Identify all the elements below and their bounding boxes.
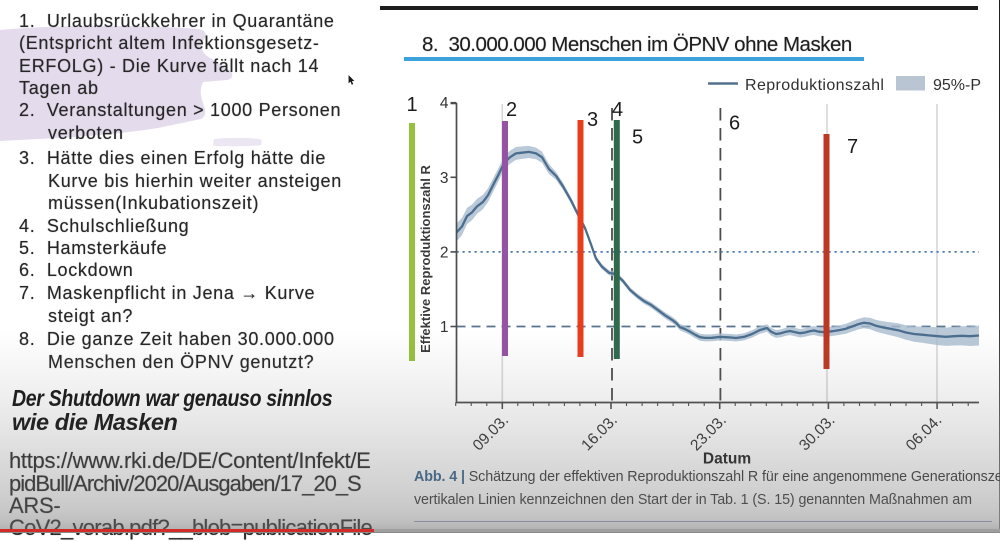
svg-text:2: 2 (440, 244, 449, 261)
svg-text:4: 4 (440, 95, 449, 112)
svg-text:1: 1 (407, 94, 418, 116)
svg-text:95%-P: 95%-P (933, 77, 981, 94)
svg-text:Reproduktionszahl: Reproduktionszahl (745, 77, 884, 94)
svg-text:7: 7 (847, 136, 858, 158)
svg-text:1: 1 (440, 319, 449, 336)
svg-text:2: 2 (506, 99, 517, 121)
svg-text:3: 3 (587, 109, 598, 131)
svg-text:6: 6 (729, 113, 740, 135)
svg-text:3: 3 (440, 170, 449, 187)
svg-text:Effektive Reproduktionszahl R: Effektive Reproduktionszahl R (418, 164, 433, 352)
svg-text:4: 4 (612, 99, 623, 121)
svg-text:5: 5 (632, 127, 643, 149)
